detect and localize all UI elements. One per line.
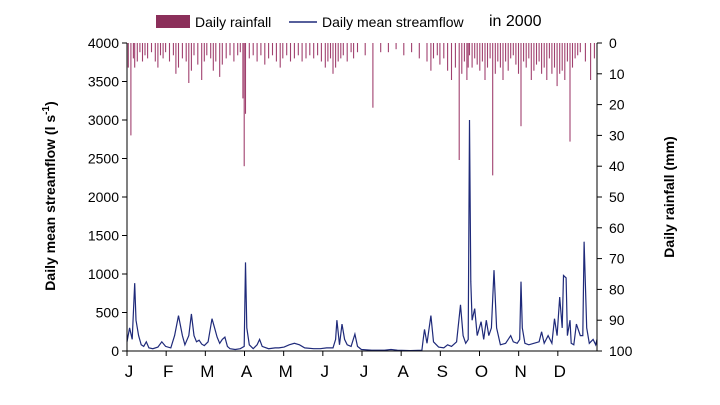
right-tick-label: 10	[609, 66, 625, 82]
month-label: J	[360, 362, 369, 381]
right-tick-label: 90	[609, 312, 625, 328]
left-tick-label: 1000	[88, 266, 119, 282]
legend-streamflow-label: Daily mean streamflow	[322, 14, 464, 30]
right-tick-label: 80	[609, 281, 625, 297]
left-tick-label: 0	[111, 343, 119, 359]
month-label: M	[279, 362, 293, 381]
right-tick-label: 0	[609, 35, 617, 51]
left-axis-title-end: )	[42, 101, 58, 106]
right-tick-label: 50	[609, 189, 625, 205]
month-label: O	[475, 362, 488, 381]
left-tick-label: 1500	[88, 228, 119, 244]
month-label: N	[515, 362, 527, 381]
right-tick-label: 60	[609, 220, 625, 236]
left-tick-label: 2500	[88, 151, 119, 167]
month-label: J	[125, 362, 134, 381]
left-axis-title-main: Daily mean streamflow (l s	[42, 115, 58, 291]
right-tick-label: 40	[609, 158, 625, 174]
month-label: J	[321, 362, 330, 381]
legend-year-label: in 2000	[489, 13, 542, 30]
left-axis-title: Daily mean streamflow (l s-1)	[41, 101, 58, 290]
right-axis-title: Daily rainfall (mm)	[661, 136, 677, 257]
left-tick-label: 3500	[88, 74, 119, 90]
month-label: F	[163, 362, 173, 381]
legend: Daily rainfall Daily mean streamflow in …	[156, 13, 542, 30]
right-tick-label: 30	[609, 127, 625, 143]
left-tick-label: 4000	[88, 35, 119, 51]
right-axis-ticks: 0 10 20 30 40 50 60 70 80 90 100	[597, 35, 633, 359]
left-axis-title-sup: -1	[41, 106, 52, 115]
right-tick-label: 70	[609, 251, 625, 267]
left-tick-label: 2000	[88, 189, 119, 205]
left-axis-ticks: 0 500 1000 1500 2000 2500 3000 3500 4000	[88, 35, 127, 359]
month-label: M	[200, 362, 214, 381]
left-tick-label: 500	[96, 305, 120, 321]
legend-rainfall-label: Daily rainfall	[195, 14, 271, 30]
month-label: D	[554, 362, 566, 381]
streamflow-line	[126, 119, 598, 352]
rainfall-bars	[127, 43, 595, 176]
month-label: S	[437, 362, 448, 381]
month-label: A	[398, 362, 410, 381]
legend-rainfall-swatch	[156, 15, 190, 28]
month-label: A	[241, 362, 253, 381]
axes	[126, 43, 598, 352]
right-tick-label: 100	[609, 343, 633, 359]
right-tick-label: 20	[609, 97, 625, 113]
left-tick-label: 3000	[88, 112, 119, 128]
